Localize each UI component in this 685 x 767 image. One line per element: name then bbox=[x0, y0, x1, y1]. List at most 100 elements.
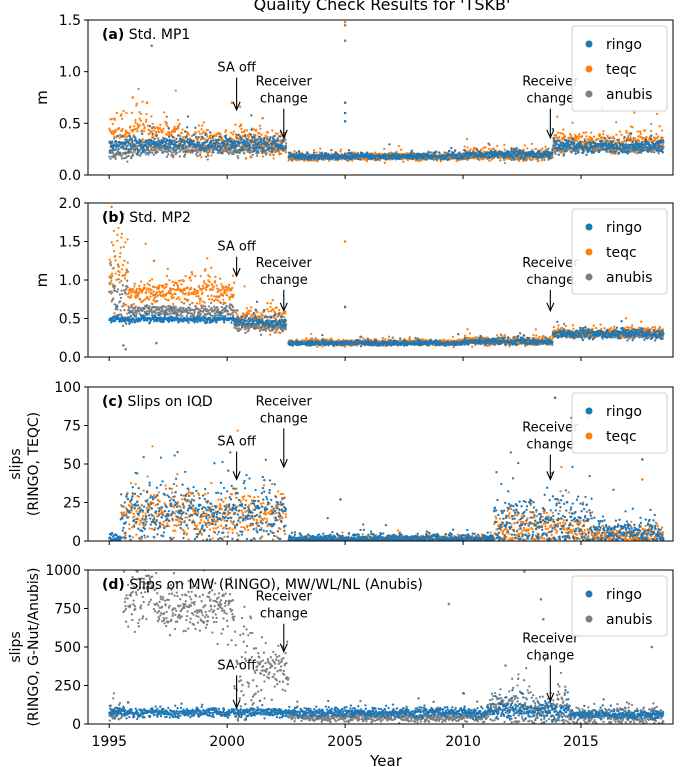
point-teqc bbox=[135, 104, 138, 107]
point-ringo bbox=[515, 147, 518, 150]
point-teqc bbox=[585, 131, 588, 134]
point-ringo bbox=[116, 134, 120, 138]
point-ringo bbox=[249, 133, 253, 136]
point-teqc bbox=[161, 130, 164, 133]
point-ringo bbox=[629, 133, 632, 136]
point-teqc bbox=[327, 159, 331, 162]
outlier-ringo bbox=[343, 120, 347, 123]
point-teqc bbox=[578, 135, 581, 138]
point-teqc bbox=[585, 135, 588, 138]
point-anubis bbox=[139, 149, 142, 152]
point-ringo bbox=[146, 140, 149, 143]
point-teqc bbox=[113, 118, 117, 121]
point-anubis bbox=[116, 149, 119, 153]
point-ringo bbox=[562, 153, 566, 156]
point-teqc bbox=[201, 132, 204, 135]
point-teqc bbox=[274, 132, 277, 135]
point-anubis bbox=[530, 158, 533, 162]
point-ringo bbox=[320, 151, 324, 154]
point-teqc bbox=[138, 124, 142, 127]
point-teqc bbox=[203, 131, 206, 134]
point-ringo bbox=[649, 144, 652, 147]
point-teqc bbox=[150, 131, 154, 134]
point-ringo bbox=[452, 151, 455, 154]
point-ringo bbox=[609, 149, 612, 153]
point-ringo bbox=[511, 150, 514, 154]
point-ringo bbox=[524, 156, 527, 160]
point-ringo bbox=[131, 141, 134, 144]
point-ringo bbox=[614, 150, 617, 154]
point-ringo bbox=[121, 135, 124, 138]
point-anubis bbox=[272, 153, 275, 156]
point-anubis bbox=[267, 149, 271, 152]
point-teqc bbox=[199, 150, 202, 154]
point-ringo bbox=[556, 149, 560, 152]
point-ringo bbox=[124, 147, 128, 151]
point-teqc bbox=[143, 126, 147, 129]
point-ringo bbox=[167, 126, 170, 130]
point-ringo bbox=[176, 134, 180, 137]
point-ringo bbox=[154, 151, 157, 154]
point-ringo bbox=[549, 157, 552, 160]
point-ringo bbox=[167, 135, 171, 138]
point-teqc bbox=[146, 124, 150, 127]
point-ringo bbox=[647, 142, 651, 145]
point-ringo bbox=[585, 142, 588, 145]
point-ringo bbox=[246, 137, 249, 141]
point-ringo bbox=[226, 143, 230, 146]
point-ringo bbox=[661, 151, 664, 154]
point-ringo bbox=[267, 143, 270, 147]
point-ringo bbox=[636, 148, 639, 151]
point-teqc bbox=[264, 134, 267, 137]
annotation-text: Receiver bbox=[256, 75, 313, 90]
point-ringo bbox=[260, 137, 263, 141]
point-teqc bbox=[555, 136, 558, 140]
y-tick-label: 1.0 bbox=[59, 65, 81, 81]
point-teqc bbox=[622, 137, 626, 141]
point-ringo bbox=[412, 152, 415, 155]
point-teqc bbox=[315, 151, 318, 154]
point-ringo bbox=[587, 141, 590, 144]
point-teqc bbox=[121, 127, 124, 130]
point-teqc bbox=[252, 128, 256, 131]
point-ringo bbox=[334, 151, 338, 155]
point-ringo bbox=[658, 145, 661, 148]
point-ringo bbox=[551, 127, 555, 131]
point-ringo bbox=[567, 139, 571, 142]
point-teqc bbox=[122, 109, 125, 113]
point-ringo bbox=[122, 145, 125, 148]
point-teqc bbox=[178, 122, 181, 126]
point-ringo bbox=[598, 149, 601, 153]
point-ringo bbox=[535, 153, 539, 156]
point-teqc bbox=[114, 128, 117, 132]
point-ringo bbox=[265, 142, 269, 145]
point-ringo bbox=[271, 142, 274, 145]
point-ringo bbox=[255, 139, 258, 142]
point-teqc bbox=[261, 155, 265, 158]
point-ringo bbox=[639, 145, 642, 149]
point-teqc bbox=[239, 123, 243, 126]
point-teqc bbox=[157, 137, 160, 140]
point-anubis bbox=[131, 153, 135, 156]
point-teqc bbox=[269, 145, 272, 148]
point-ringo bbox=[249, 146, 252, 149]
point-anubis bbox=[167, 153, 170, 156]
point-ringo bbox=[633, 142, 636, 146]
point-teqc bbox=[615, 133, 618, 136]
y-tick-label: 0.0 bbox=[59, 168, 81, 184]
point-anubis bbox=[170, 151, 173, 154]
series-ringo bbox=[108, 101, 665, 162]
point-ringo bbox=[367, 157, 370, 160]
point-teqc bbox=[591, 138, 594, 142]
point-teqc bbox=[583, 137, 586, 141]
point-teqc bbox=[230, 131, 233, 134]
point-ringo bbox=[657, 149, 660, 152]
point-ringo bbox=[205, 132, 208, 136]
point-teqc bbox=[618, 130, 622, 133]
point-ringo bbox=[200, 147, 203, 151]
point-ringo bbox=[208, 131, 212, 134]
point-teqc bbox=[149, 129, 152, 133]
point-teqc bbox=[239, 105, 242, 108]
point-ringo bbox=[173, 144, 177, 147]
point-ringo bbox=[253, 135, 256, 138]
